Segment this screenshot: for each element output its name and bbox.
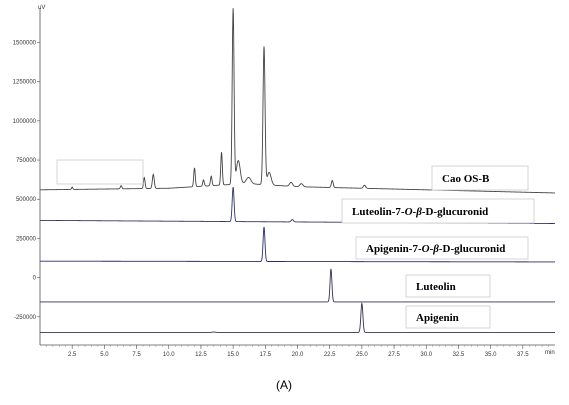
- y-tick-label: 750000: [16, 158, 37, 164]
- trace-line-0: [40, 8, 556, 194]
- x-unit-label: min: [545, 350, 555, 356]
- trace-labels: Cao OS-B Luteolin-7-O-β-D-glucuronid Apige…: [341, 165, 535, 329]
- trace-label-box-4: [405, 305, 491, 329]
- trace-label-box-1: [341, 198, 535, 224]
- x-tick-label: 32.5: [453, 352, 465, 358]
- y-tick-label: 0: [33, 276, 37, 282]
- x-tick-label: 35.0: [485, 352, 497, 358]
- x-tick-label: 30.0: [420, 352, 432, 358]
- x-tick-label: 5.0: [100, 352, 109, 358]
- y-tick-label: 1250000: [13, 80, 37, 86]
- y-tick-label: 1000000: [13, 119, 37, 125]
- x-tick-label: 22.5: [324, 352, 336, 358]
- trace-label-1: Luteolin-7-O-β-D-glucuronid: [352, 206, 488, 218]
- x-tick-label: 25.0: [356, 352, 368, 358]
- trace-label-3: Luteolin: [416, 281, 456, 293]
- x-tick-label: 10.0: [163, 352, 175, 358]
- y-tick-label: -250000: [14, 315, 37, 321]
- x-tick-label: 17.5: [259, 352, 271, 358]
- x-tick-label: 2.5: [68, 352, 77, 358]
- trace-label-box-2: [355, 236, 529, 260]
- y-unit-label: uV: [38, 5, 45, 11]
- trace-label-box-0: [431, 165, 529, 191]
- trace-label-4: Apigenin: [416, 312, 459, 324]
- trace-line-3: [40, 268, 555, 303]
- y-tick-label: 500000: [16, 197, 37, 203]
- trace-label-2: Apigenin-7-O-β-D-glucuronid: [366, 243, 505, 255]
- y-tick-label: 250000: [16, 236, 37, 242]
- x-tick-label: 37.5: [517, 352, 529, 358]
- x-tick-label: 27.5: [388, 352, 400, 358]
- trace-line-2: [40, 226, 555, 263]
- axes: 2.5 5.0 7.5 10.0 12.5 15.0 17.5 20.0 22.5 25.0 27.…: [13, 8, 555, 358]
- traces: [40, 8, 556, 333]
- x-tick-label: 15.0: [227, 352, 239, 358]
- x-tick-label: 20.0: [292, 352, 304, 358]
- trace-label-box-3: [405, 274, 491, 298]
- y-tick-label: 1500000: [13, 40, 37, 46]
- trace-label-0: Cao OS-B: [442, 173, 490, 185]
- panel-label: (A): [276, 378, 292, 392]
- x-tick-label: 7.5: [132, 352, 141, 358]
- x-tick-label: 12.5: [195, 352, 207, 358]
- trace-line-4: [40, 301, 555, 333]
- empty-annotation-box: [56, 159, 144, 185]
